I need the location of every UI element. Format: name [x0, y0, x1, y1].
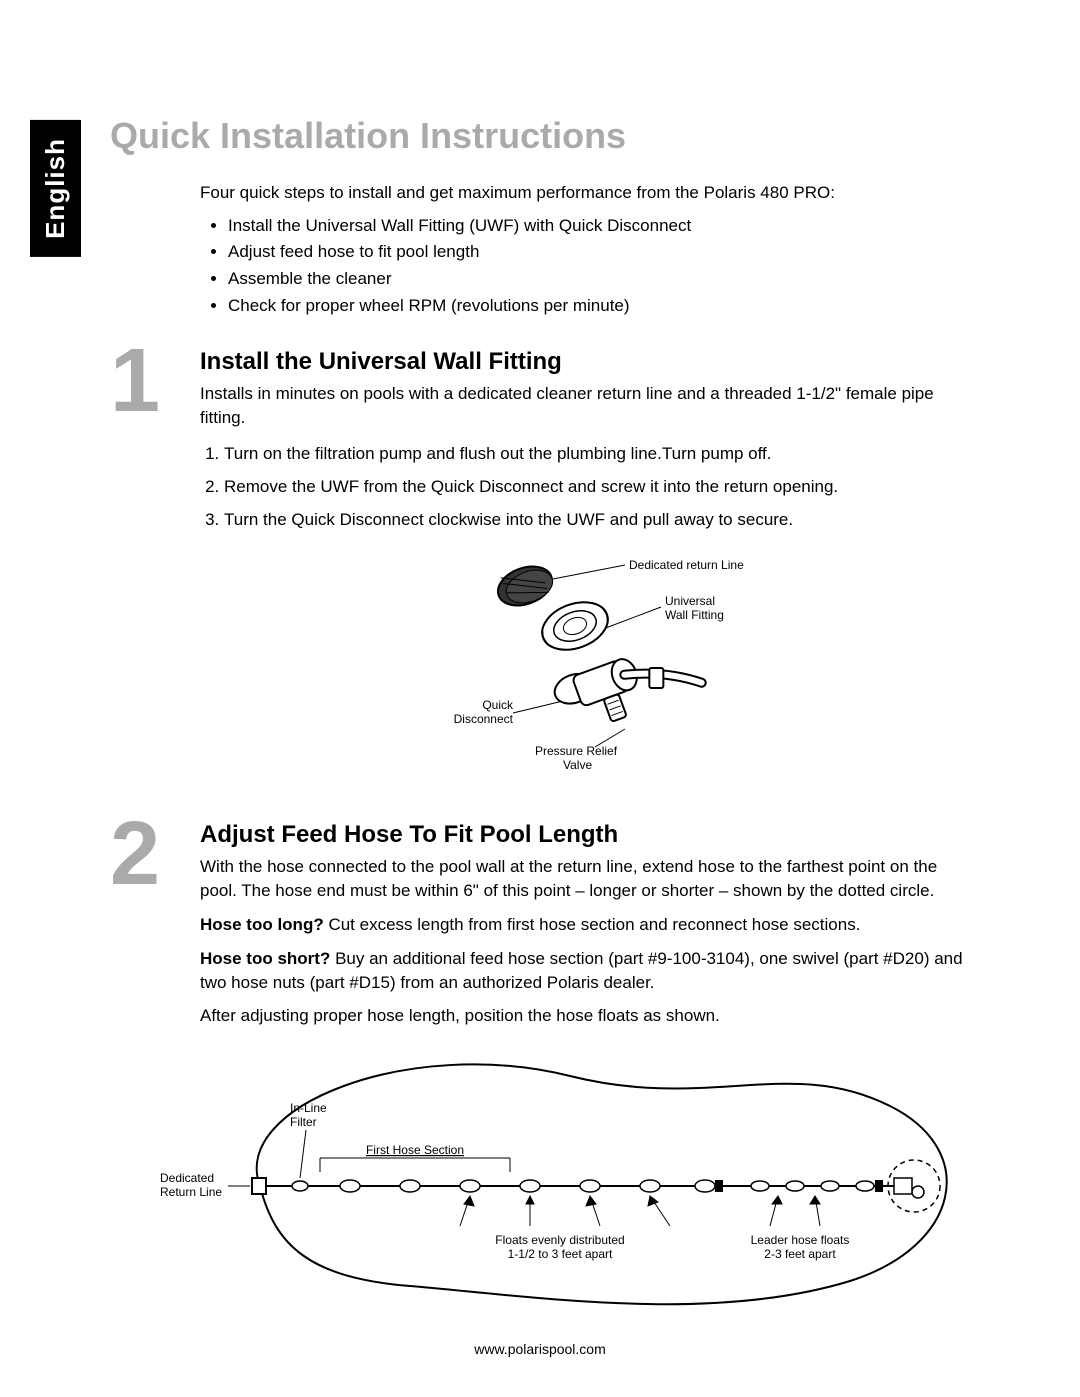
label-floats-l2: 1-1/2 to 3 feet apart — [508, 1247, 613, 1261]
intro-text: Four quick steps to install and get maxi… — [200, 181, 970, 206]
too-long-text: Cut excess length from first hose sectio… — [324, 915, 861, 934]
step-1-list: Turn on the filtration pump and flush ou… — [200, 440, 970, 534]
step-1-item: Turn on the filtration pump and flush ou… — [224, 440, 970, 467]
step-2-lead: With the hose connected to the pool wall… — [200, 855, 970, 903]
step-1-item: Turn the Quick Disconnect clockwise into… — [224, 506, 970, 533]
intro-bullet: Adjust feed hose to fit pool length — [228, 240, 970, 265]
label-dedicated-l1: Dedicated — [160, 1171, 214, 1185]
label-uwf-l2: Wall Fitting — [665, 608, 724, 622]
label-floats-l1: Floats evenly distributed — [495, 1233, 624, 1247]
step-1-item: Remove the UWF from the Quick Disconnect… — [224, 473, 970, 500]
label-first-hose: First Hose Section — [366, 1143, 464, 1157]
label-prv-l1: Pressure Relief — [535, 744, 618, 758]
too-short-label: Hose too short? — [200, 949, 330, 968]
label-inline-l1: In-Line — [290, 1101, 327, 1115]
label-quick-l2: Disconnect — [454, 712, 514, 726]
step-2: 2 Adjust Feed Hose To Fit Pool Length Wi… — [110, 821, 970, 1316]
label-inline-l2: Filter — [290, 1115, 317, 1129]
step-1: 1 Install the Universal Wall Fitting Ins… — [110, 348, 970, 781]
label-leader-l1: Leader hose floats — [751, 1233, 850, 1247]
step-2-figure: First Hose Section In-Line Filter Dedica… — [150, 1046, 970, 1316]
page: English Quick Installation Instructions … — [0, 0, 1080, 1397]
footer-url: www.polarispool.com — [0, 1341, 1080, 1357]
main-title: Quick Installation Instructions — [110, 115, 970, 157]
intro-bullets: Install the Universal Wall Fitting (UWF)… — [228, 214, 970, 319]
language-tab: English — [30, 120, 81, 257]
step-1-figure: Dedicated return Line Universal Wall Fit… — [200, 551, 970, 781]
too-long-label: Hose too long? — [200, 915, 324, 934]
intro-bullet: Check for proper wheel RPM (revolutions … — [228, 294, 970, 319]
step-2-after: After adjusting proper hose length, posi… — [200, 1004, 970, 1028]
step-2-too-short: Hose too short? Buy an additional feed h… — [200, 947, 970, 995]
label-dedicated-return: Dedicated return Line — [629, 558, 744, 572]
label-prv-l2: Valve — [563, 758, 592, 772]
label-dedicated-l2: Return Line — [160, 1185, 222, 1199]
label-leader-l2: 2-3 feet apart — [764, 1247, 836, 1261]
step-1-body: Install the Universal Wall Fitting Insta… — [200, 348, 970, 533]
step-1-lead: Installs in minutes on pools with a dedi… — [200, 382, 970, 430]
step-2-heading: Adjust Feed Hose To Fit Pool Length — [200, 821, 970, 849]
step-2-too-long: Hose too long? Cut excess length from fi… — [200, 913, 970, 937]
label-uwf-l1: Universal — [665, 594, 715, 608]
label-quick-l1: Quick — [482, 698, 514, 712]
step-2-body: Adjust Feed Hose To Fit Pool Length With… — [200, 821, 970, 1028]
step-number-1: 1 — [110, 336, 160, 426]
intro-bullet: Install the Universal Wall Fitting (UWF)… — [228, 214, 970, 239]
intro-block: Four quick steps to install and get maxi… — [200, 181, 970, 318]
pool-diagram-icon: First Hose Section In-Line Filter Dedica… — [150, 1046, 970, 1316]
intro-bullet: Assemble the cleaner — [228, 267, 970, 292]
uwf-diagram-icon: Dedicated return Line Universal Wall Fit… — [405, 551, 765, 781]
step-number-2: 2 — [110, 809, 160, 899]
step-1-heading: Install the Universal Wall Fitting — [200, 348, 970, 376]
